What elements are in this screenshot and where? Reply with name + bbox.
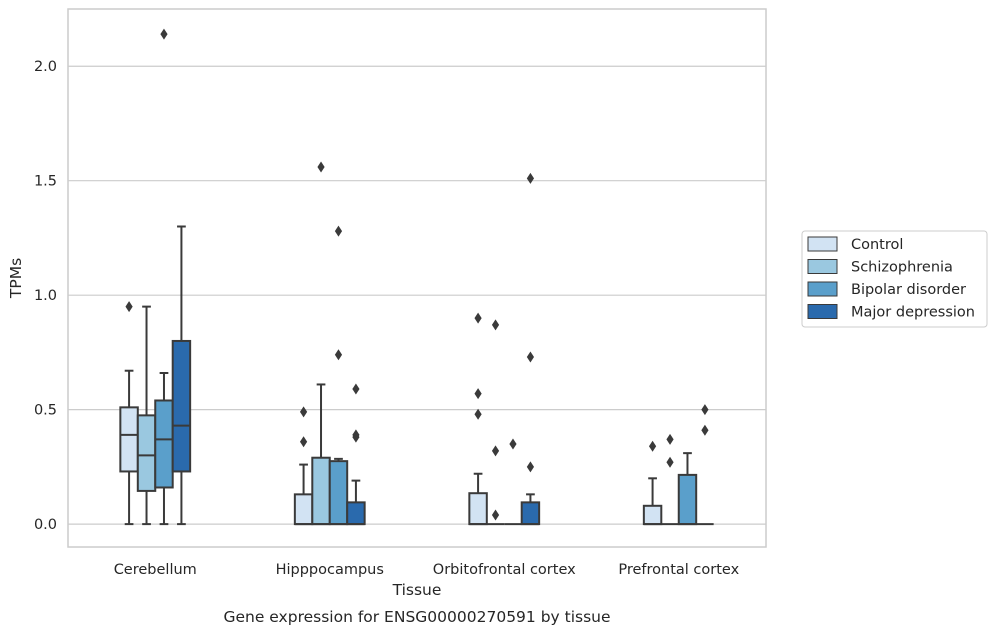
- box-iqr: [328, 460, 349, 526]
- outlier-point: [509, 438, 517, 450]
- x-tick-label: Hipppocampus: [276, 562, 384, 578]
- box-0-2: [154, 28, 174, 526]
- box-0-0: [119, 301, 139, 526]
- legend-swatch: [807, 304, 838, 319]
- box-iqr: [136, 414, 157, 492]
- box-0-3: [171, 225, 192, 526]
- box-1-1: [311, 161, 331, 526]
- legend-label: Bipolar disorder: [851, 282, 966, 298]
- chart-caption: Gene expression for ENSG00000270591 by t…: [223, 608, 610, 626]
- y-tick-label: 0.5: [34, 403, 57, 419]
- box-iqr: [642, 504, 663, 526]
- outlier-point: [474, 408, 482, 420]
- legend: Control Schizophrenia Bipolar disorder Majo…: [801, 230, 988, 328]
- outlier-point: [125, 301, 133, 313]
- box-0-1: [136, 305, 157, 526]
- x-tick-label: Orbitofrontal cortex: [433, 562, 576, 578]
- legend-swatch: [807, 281, 838, 297]
- outlier-point: [648, 440, 657, 452]
- outlier-point: [701, 404, 709, 416]
- outlier-point: [526, 351, 535, 363]
- x-tick-labels: Cerebellum Hipppocampus Orbitofrontal cort…: [114, 562, 740, 578]
- y-tick-label: 1.0: [34, 288, 57, 304]
- box-3-3: [696, 404, 714, 526]
- x-axis-label: Tissue: [392, 581, 442, 599]
- plot-frame: [67, 8, 767, 548]
- box-iqr: [171, 339, 192, 473]
- y-axis-label: TPMs: [7, 258, 25, 299]
- outlier-point: [666, 456, 674, 468]
- outlier-point: [701, 424, 709, 436]
- outlier-point: [491, 509, 500, 521]
- outlier-point: [160, 28, 168, 40]
- box-iqr: [311, 456, 331, 526]
- box-3-0: [642, 440, 663, 526]
- legend-label: Major depression: [851, 305, 975, 321]
- outlier-point: [299, 406, 308, 418]
- legend-frame: [801, 230, 988, 328]
- legend-swatch: [807, 236, 838, 252]
- outlier-point: [474, 312, 482, 324]
- outlier-point: [666, 433, 674, 445]
- box-iqr: [346, 501, 366, 526]
- box-2-2: [504, 438, 522, 526]
- box-3-2: [677, 452, 698, 526]
- boxes: [119, 28, 714, 526]
- box-2-1: [486, 319, 505, 526]
- box-3-1: [661, 433, 679, 526]
- box-iqr: [154, 399, 174, 489]
- outlier-point: [334, 225, 343, 237]
- outlier-point: [317, 161, 325, 173]
- box-iqr: [677, 473, 698, 526]
- outlier-point: [491, 445, 500, 457]
- outlier-point: [474, 388, 482, 400]
- box-iqr: [468, 492, 488, 526]
- y-tick-label: 2.0: [34, 59, 57, 75]
- box-2-3: [520, 172, 541, 526]
- outlier-point: [352, 429, 360, 441]
- outlier-point: [526, 172, 535, 184]
- y-tick-label: 0.0: [34, 517, 57, 533]
- box-1-3: [346, 383, 366, 526]
- y-tick-label: 1.5: [34, 174, 57, 190]
- y-tick-labels: 0.0 0.5 1.0 1.5 2.0: [34, 59, 57, 533]
- outlier-point: [526, 461, 535, 473]
- x-tick-label: Prefrontal cortex: [618, 562, 739, 578]
- box-iqr: [119, 406, 139, 473]
- box-1-2: [328, 225, 349, 526]
- legend-swatch: [807, 259, 838, 274]
- box-1-0: [293, 406, 314, 526]
- box-iqr: [293, 493, 314, 526]
- x-tick-label: Cerebellum: [114, 562, 197, 578]
- box-2-0: [468, 312, 488, 526]
- box-iqr: [520, 501, 541, 526]
- legend-label: Control: [851, 237, 903, 253]
- outlier-point: [299, 436, 308, 448]
- outlier-point: [491, 319, 500, 331]
- legend-label: Schizophrenia: [851, 260, 953, 276]
- outlier-point: [352, 383, 360, 395]
- outlier-point: [334, 349, 343, 361]
